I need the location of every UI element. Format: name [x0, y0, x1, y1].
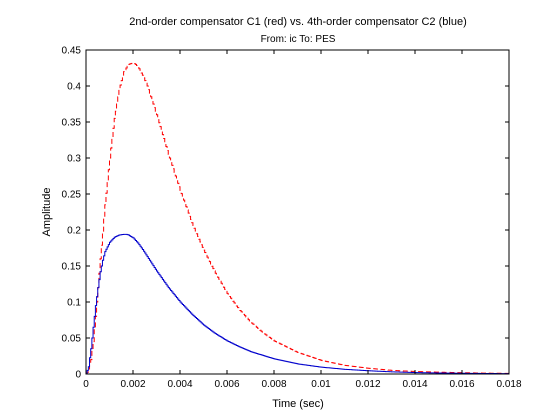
x-tick-label: 0.018 [496, 379, 521, 390]
x-tick-label: 0 [83, 379, 89, 390]
x-tick-label: 0.002 [120, 379, 145, 390]
chart-title: 2nd-order compensator C1 (red) vs. 4th-o… [129, 16, 466, 28]
y-tick-label: 0.15 [62, 262, 82, 273]
y-tick-label: 0.4 [67, 82, 81, 93]
y-tick-label: 0.35 [62, 118, 82, 129]
y-tick-label: 0.05 [62, 334, 82, 345]
y-axis-ticks: 0 0.05 0.1 0.15 0.2 0.25 0.3 0.35 0.4 0.45 [62, 46, 509, 381]
x-tick-label: 0.012 [355, 379, 380, 390]
y-tick-label: 0.25 [62, 190, 82, 201]
x-axis-label: Time (sec) [272, 398, 324, 410]
x-tick-label: 0.014 [402, 379, 427, 390]
x-tick-label: 0.008 [261, 379, 286, 390]
x-tick-label: 0.004 [167, 379, 192, 390]
y-tick-label: 0.1 [67, 298, 81, 309]
y-axis-label: Amplitude [41, 188, 53, 237]
y-tick-label: 0.45 [62, 46, 82, 57]
x-axis-ticks: 0 0.002 0.004 0.006 0.008 0.01 0.012 0.014 0.016… [83, 50, 522, 390]
y-tick-label: 0.2 [67, 226, 81, 237]
x-tick-label: 0.016 [449, 379, 474, 390]
series-line-c1-red [86, 62, 510, 375]
series-line-c2-blue [86, 233, 510, 375]
chart-subtitle: From: ic To: PES [261, 34, 336, 45]
plot-frame [85, 49, 510, 375]
y-tick-label: 0.3 [67, 154, 81, 165]
plot-area [86, 50, 509, 374]
x-tick-label: 0.006 [214, 379, 239, 390]
x-tick-label: 0.01 [311, 379, 331, 390]
y-tick-label: 0 [75, 370, 81, 381]
series-layer [86, 62, 510, 375]
